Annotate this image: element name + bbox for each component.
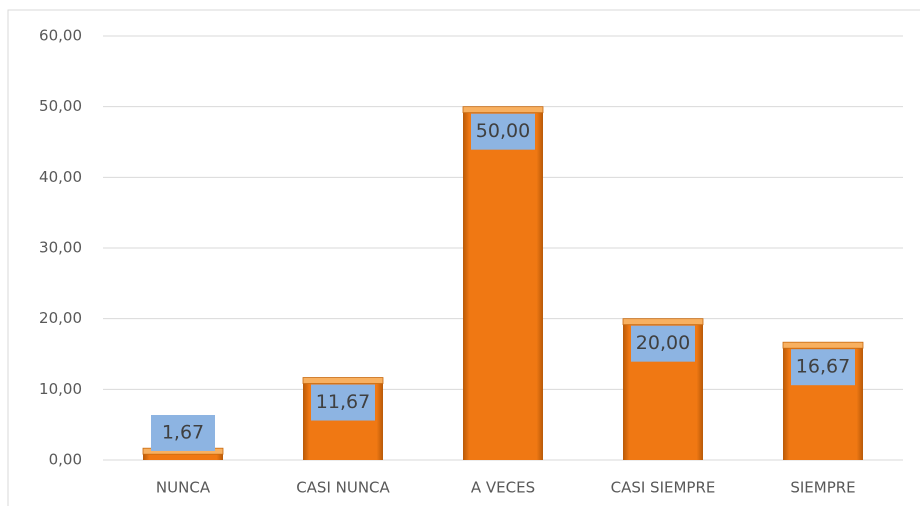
y-tick-label: 20,00 <box>39 309 82 327</box>
y-tick-label: 10,00 <box>39 380 82 398</box>
x-tick-label: CASI SIEMPRE <box>611 479 716 497</box>
x-tick-label: A VECES <box>471 479 535 497</box>
value-label-box <box>311 384 375 421</box>
y-tick-label: 40,00 <box>39 168 82 186</box>
bar-cap <box>782 341 864 349</box>
bar-cap <box>302 377 384 384</box>
bar-cap <box>462 106 544 114</box>
x-tick-label: SIEMPRE <box>790 479 855 497</box>
y-tick-label: 60,00 <box>39 27 82 45</box>
bar-cap <box>622 318 704 326</box>
chart-border <box>7 9 920 506</box>
y-tick-label: 50,00 <box>39 97 82 115</box>
x-tick-label: NUNCA <box>156 479 211 497</box>
value-label: 11,67 <box>316 391 370 413</box>
value-label: 50,00 <box>476 120 530 142</box>
x-tick-label: CASI NUNCA <box>296 479 390 497</box>
value-label-box <box>631 325 695 362</box>
value-label-box <box>151 415 215 451</box>
bar <box>463 106 543 461</box>
value-label: 16,67 <box>796 356 850 378</box>
y-tick-label: 30,00 <box>39 239 82 257</box>
value-label-box <box>471 113 535 150</box>
value-label-box <box>791 349 855 386</box>
value-label: 20,00 <box>636 332 690 354</box>
y-tick-label: 0,00 <box>49 451 82 469</box>
value-label: 1,67 <box>162 422 204 444</box>
